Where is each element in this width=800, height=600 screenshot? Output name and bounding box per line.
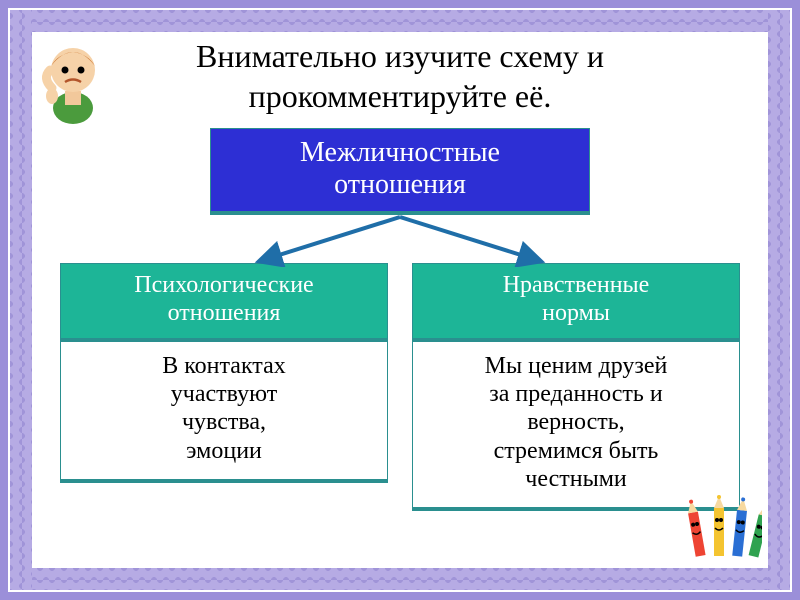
branch-right-header-line1: Нравственные <box>503 272 650 298</box>
title-line1: Внимательно изучите схему и <box>196 38 604 74</box>
lace-border-left <box>10 10 32 590</box>
lace-border-bottom <box>10 568 790 590</box>
branch-right-desc-line3: верность, <box>527 409 624 435</box>
title-line2: прокомментируйте её. <box>249 78 552 114</box>
colored-pencils-icon <box>682 484 762 564</box>
branch-left-desc: В контактах участвуют чувства, эмоции <box>60 342 388 483</box>
branch-left-desc-line1: В контактах <box>162 353 286 379</box>
branch-right-header: Нравственные нормы <box>412 263 740 341</box>
branch-right-header-line2: нормы <box>542 300 610 326</box>
branch-columns: Психологические отношения В контактах уч… <box>32 263 768 511</box>
lace-border-right <box>768 10 790 590</box>
root-line2: отношения <box>334 169 466 200</box>
branch-left: Психологические отношения В контактах уч… <box>60 263 388 511</box>
slide-content: Внимательно изучите схему и прокомментир… <box>32 32 768 568</box>
branch-left-desc-line2: участвуют <box>171 381 277 407</box>
branch-right-desc-line5: честными <box>525 466 626 492</box>
branch-left-desc-line3: чувства, <box>182 409 266 435</box>
branch-right: Нравственные нормы Мы ценим друзей за пр… <box>412 263 740 511</box>
branch-left-desc-line4: эмоции <box>186 438 262 464</box>
slide-title: Внимательно изучите схему и прокомментир… <box>32 36 768 116</box>
branch-left-header: Психологические отношения <box>60 263 388 341</box>
thinking-boy-icon <box>38 36 108 126</box>
branch-right-desc-line4: стремимся быть <box>494 438 659 464</box>
branch-left-header-line1: Психологические <box>134 272 313 298</box>
branch-right-desc-line1: Мы ценим друзей <box>485 353 668 379</box>
root-node: Межличностные отношения <box>210 128 590 215</box>
branch-left-header-line2: отношения <box>168 300 281 326</box>
flow-arrows <box>32 215 768 263</box>
branch-right-desc-line2: за преданность и <box>489 381 662 407</box>
root-line1: Межличностные <box>300 137 500 168</box>
lace-border-top <box>10 10 790 32</box>
